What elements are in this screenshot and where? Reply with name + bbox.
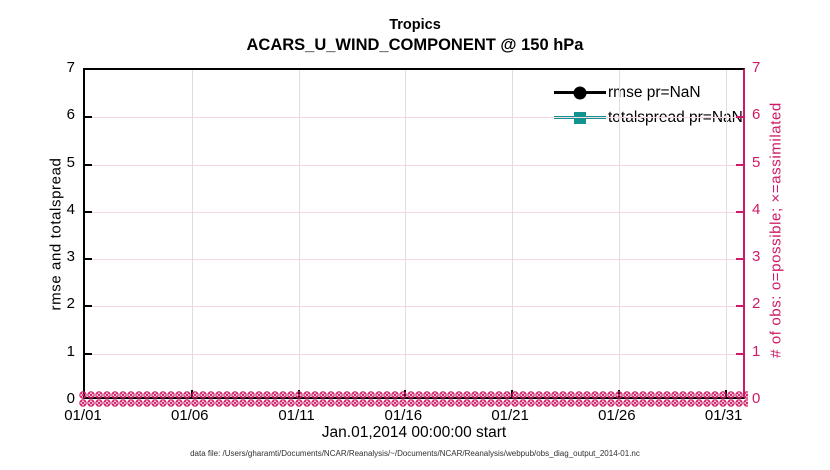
h-gridline	[85, 211, 743, 213]
y-tick-label-right: 7	[752, 59, 761, 76]
chart-subtitle: ACARS_U_WIND_COMPONENT @ 150 hPa	[246, 36, 584, 54]
v-gridline	[191, 70, 193, 397]
y-tick-label-right: 5	[752, 153, 761, 171]
h-gridline	[85, 353, 743, 355]
x-tick-label: 01/21	[491, 407, 529, 424]
x-tick-label: 01/01	[64, 407, 102, 424]
y-tick-label-left: 3	[66, 248, 75, 266]
legend-label-totalspread: totalspread pr=NaN	[608, 108, 743, 126]
y-tick-left	[85, 163, 92, 166]
legend-item-rmse: rmse pr=NaN	[554, 80, 743, 105]
x-tick-label: 01/16	[384, 407, 423, 424]
y-tick-label-right: 0	[752, 390, 761, 407]
y-tick-label-left: 5	[66, 153, 75, 171]
x-tick-label: 01/31	[704, 407, 743, 424]
y-axis-right-label: # of obs: o=possible; ×=assimilated	[767, 102, 785, 358]
h-gridline	[85, 164, 743, 166]
y-tick-left	[85, 305, 92, 308]
y-tick-label-left: 1	[66, 342, 75, 360]
legend-label-rmse: rmse pr=NaN	[608, 83, 701, 101]
y-tick-label-right: 2	[752, 295, 761, 313]
y-tick-label-left: 0	[66, 390, 75, 407]
rmse-line-sample	[554, 86, 606, 99]
y-tick-label-left: 2	[66, 295, 75, 313]
y-axis-left-label: rmse and totalspread	[47, 157, 65, 311]
y-tick-right	[736, 305, 743, 308]
x-tick-label: 01/11	[278, 407, 315, 424]
h-gridline	[85, 117, 743, 119]
y-tick-right	[736, 258, 743, 261]
data-file-caption: data file: /Users/gharamti/Documents/NCA…	[190, 449, 640, 458]
x-axis-label: Jan.01,2014 00:00:00 start	[321, 424, 507, 441]
y-tick-left	[85, 116, 92, 119]
legend: rmse pr=NaN totalspread pr=NaN	[554, 80, 743, 130]
h-gridline	[85, 306, 743, 308]
obs-marker-band	[79, 391, 748, 407]
x-tick-label: 01/06	[170, 407, 209, 424]
y-tick-label-right: 1	[752, 342, 761, 360]
v-gridline	[725, 70, 727, 397]
chart-title: Tropics	[389, 17, 441, 33]
y-tick-right	[736, 210, 743, 213]
y-tick-label-right: 4	[752, 200, 761, 218]
y-tick-label-right: 3	[752, 248, 761, 266]
y-tick-label-right: 6	[752, 106, 761, 124]
v-gridline	[512, 70, 514, 397]
y-tick-left	[85, 258, 92, 261]
y-tick-right	[736, 116, 743, 119]
plot-area: rmse pr=NaN totalspread pr=NaN	[83, 68, 745, 399]
v-gridline	[298, 70, 300, 397]
v-gridline	[405, 70, 407, 397]
x-tick-label: 01/26	[598, 407, 636, 424]
y-tick-label-left: 6	[66, 106, 75, 124]
y-tick-label-left: 7	[66, 59, 75, 76]
y-tick-left	[85, 352, 92, 355]
v-gridline	[618, 70, 620, 397]
y-tick-label-left: 4	[66, 200, 75, 218]
y-tick-left	[85, 210, 92, 213]
y-tick-right	[736, 163, 743, 166]
h-gridline	[85, 259, 743, 261]
rmse-circle-marker	[573, 86, 587, 99]
y-tick-right	[736, 352, 743, 355]
